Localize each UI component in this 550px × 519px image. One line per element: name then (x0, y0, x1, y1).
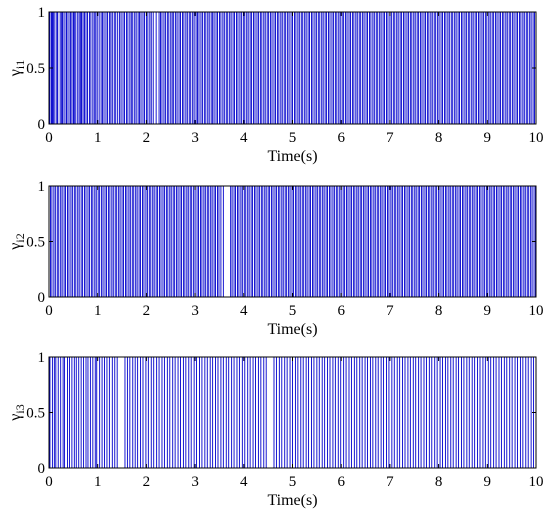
gamma-signal-line (49, 11, 536, 125)
x-tick-label: 8 (435, 303, 443, 319)
x-tick-label: 9 (484, 474, 492, 490)
x-tick-label: 7 (386, 130, 394, 146)
x-axis-label: Time(s) (267, 321, 317, 338)
x-tick-label: 1 (94, 303, 102, 319)
gamma-signal-line (49, 356, 536, 469)
x-tick-label: 3 (191, 130, 199, 146)
x-tick-label: 5 (289, 474, 297, 490)
y-tick-label: 0 (38, 290, 46, 306)
x-tick-label: 2 (143, 474, 151, 490)
y-axis-label-subscript: i3 (13, 404, 27, 413)
x-tick-label: 8 (435, 474, 443, 490)
y-tick-label: 1 (38, 179, 46, 195)
y-tick-label: 0.5 (26, 235, 45, 251)
y-tick-label: 1 (38, 350, 46, 366)
x-tick-label: 10 (529, 474, 544, 490)
y-tick-label: 0.5 (26, 61, 45, 77)
x-tick-label: 10 (529, 303, 544, 319)
x-tick-label: 9 (484, 303, 492, 319)
subplot-gamma-i1: 0 1 2 3 4 5 6 7 8 9 10 0 0.5 1 Time(s) γi1 (7, 5, 544, 165)
y-axis-label-symbol: γ (7, 414, 24, 422)
x-tick-label: 4 (240, 474, 248, 490)
x-tick-label: 4 (240, 303, 248, 319)
x-tick-label: 6 (337, 130, 345, 146)
x-tick-label: 9 (484, 130, 492, 146)
x-tick-label: 2 (143, 130, 151, 146)
x-tick-label: 1 (94, 474, 102, 490)
x-tick-label: 6 (337, 303, 345, 319)
x-tick-label: 10 (529, 130, 544, 146)
y-axis-label: γi2 (7, 233, 27, 250)
x-tick-label: 0 (45, 130, 53, 146)
x-tick-label: 6 (337, 474, 345, 490)
y-axis-label-subscript: i2 (13, 233, 27, 242)
subplot-gamma-i2: 0 1 2 3 4 5 6 7 8 9 10 0 0.5 1 Time(s) γi2 (7, 179, 544, 338)
y-axis-label: γi3 (7, 404, 27, 421)
x-tick-label: 1 (94, 130, 102, 146)
gamma-signal-line (49, 185, 536, 298)
y-axis-label-subscript: i1 (13, 60, 27, 69)
x-axis-label: Time(s) (267, 492, 317, 509)
x-tick-label: 7 (386, 474, 394, 490)
y-axis-label: γi1 (7, 60, 27, 77)
x-tick-label: 0 (45, 474, 53, 490)
x-tick-label: 4 (240, 130, 248, 146)
x-tick-label: 3 (191, 303, 199, 319)
x-tick-label: 3 (191, 474, 199, 490)
x-axis-label: Time(s) (267, 148, 317, 165)
x-tick-label: 7 (386, 303, 394, 319)
subplot-gamma-i3: 0 1 2 3 4 5 6 7 8 9 10 0 0.5 1 Time(s) γi3 (7, 350, 544, 509)
x-tick-label: 5 (289, 130, 297, 146)
x-tick-label: 8 (435, 130, 443, 146)
y-tick-label: 1 (38, 5, 46, 21)
y-axis-label-symbol: γ (7, 69, 24, 77)
x-tick-label: 2 (143, 303, 151, 319)
y-tick-label: 0 (38, 117, 46, 133)
x-tick-label: 0 (45, 303, 53, 319)
x-tick-label: 5 (289, 303, 297, 319)
y-tick-label: 0.5 (26, 406, 45, 422)
y-axis-label-symbol: γ (7, 243, 24, 251)
y-tick-label: 0 (38, 461, 46, 477)
